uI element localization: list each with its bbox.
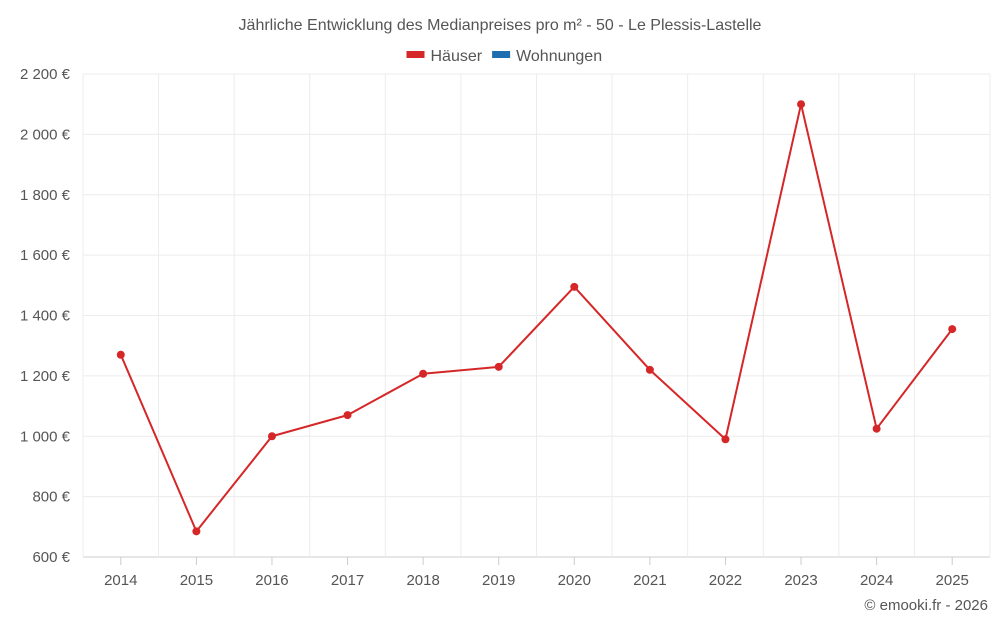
data-point-2014 [116,350,125,359]
x-tick-label-2025: 2025 [936,572,969,589]
x-tick-label-2021: 2021 [633,572,666,589]
data-point-2024 [872,424,881,433]
y-tick-label-1400: 1 400 € [20,308,71,325]
grid [82,73,991,558]
data-point-2025 [948,325,957,334]
data-point-2021 [645,365,654,374]
data-point-2022 [721,435,730,444]
x-tick-label-2016: 2016 [255,572,288,589]
x-axis: 2014 2015 2016 2017 2018 2019 2020 2021 2022 2023… [104,557,969,589]
x-tick-label-2017: 2017 [331,572,364,589]
y-tick-label-1200: 1 200 € [20,368,71,385]
y-tick-label-1800: 1 800 € [20,187,71,204]
y-tick-label-2000: 2 000 € [20,126,71,143]
data-point-2017 [343,411,352,420]
data-point-2020 [570,282,579,291]
x-tick-label-2020: 2020 [558,572,591,589]
x-tick-label-2022: 2022 [709,572,742,589]
x-tick-label-2023: 2023 [784,572,817,589]
data-point-2015 [192,527,201,536]
series-layer [116,100,957,536]
x-tick-label-2024: 2024 [860,572,893,589]
data-point-2019 [494,362,503,371]
data-point-2016 [267,432,276,441]
y-tick-label-1600: 1 600 € [20,247,71,264]
legend-label-0: Häuser [431,48,483,65]
legend-swatch-1 [492,51,511,58]
x-tick-label-2018: 2018 [406,572,439,589]
y-tick-label-1000: 1 000 € [20,428,71,445]
legend: Häuser Wohnungen [406,48,602,65]
y-tick-label-600: 600 € [32,549,70,566]
data-point-2023 [797,100,806,109]
data-point-2018 [419,369,428,378]
legend-swatch-0 [406,51,425,58]
y-axis: 600 € 800 € 1 000 € 1 200 € 1 400 € 1 600 € 1 … [20,66,71,566]
y-tick-label-2200: 2 200 € [20,66,71,83]
chart-title: Jährliche Entwicklung des Medianpreises … [239,17,762,34]
x-tick-label-2019: 2019 [482,572,515,589]
series-line-0 [119,103,954,533]
legend-label-1: Wohnungen [516,48,602,65]
y-tick-label-800: 800 € [32,489,70,506]
credit-text: © emooki.fr - 2026 [864,597,988,614]
x-tick-label-2014: 2014 [104,572,137,589]
x-tick-label-2015: 2015 [180,572,213,589]
